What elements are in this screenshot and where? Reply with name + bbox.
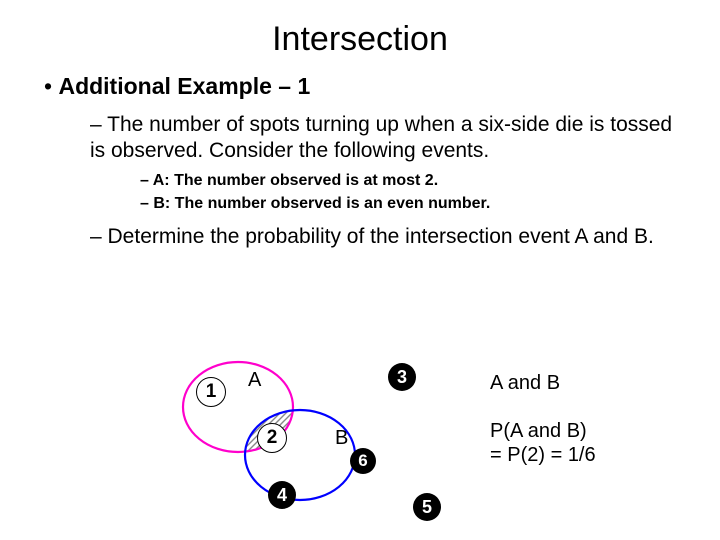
label-a-and-b: A and B [490, 371, 560, 395]
prob-line1: P(A and B) [490, 419, 587, 443]
bullet-level1: Additional Example – 1 [44, 67, 680, 100]
bullet-level3-event-b: B: The number observed is an even number… [140, 191, 676, 214]
outcome-2: 2 [257, 423, 287, 453]
venn-diagram: A B 1 2 3 4 5 6 A and B P(A and B) = P(2… [0, 345, 720, 540]
slide-title: Intersection [0, 0, 720, 67]
outcome-1: 1 [196, 377, 226, 407]
bullet-level2-question: Determine the probability of the interse… [90, 214, 676, 250]
venn-svg [0, 345, 720, 540]
label-b: B [335, 427, 348, 450]
outcome-5: 5 [413, 493, 441, 521]
bullet-level2-problem: The number of spots turning up when a si… [90, 100, 676, 163]
bullet-level3-event-a: A: The number observed is at most 2. [140, 163, 676, 191]
outcome-3: 3 [388, 363, 416, 391]
outcome-4: 4 [268, 481, 296, 509]
prob-line2: = P(2) = 1/6 [490, 443, 596, 467]
label-a: A [248, 369, 261, 392]
outcome-6: 6 [350, 448, 376, 474]
